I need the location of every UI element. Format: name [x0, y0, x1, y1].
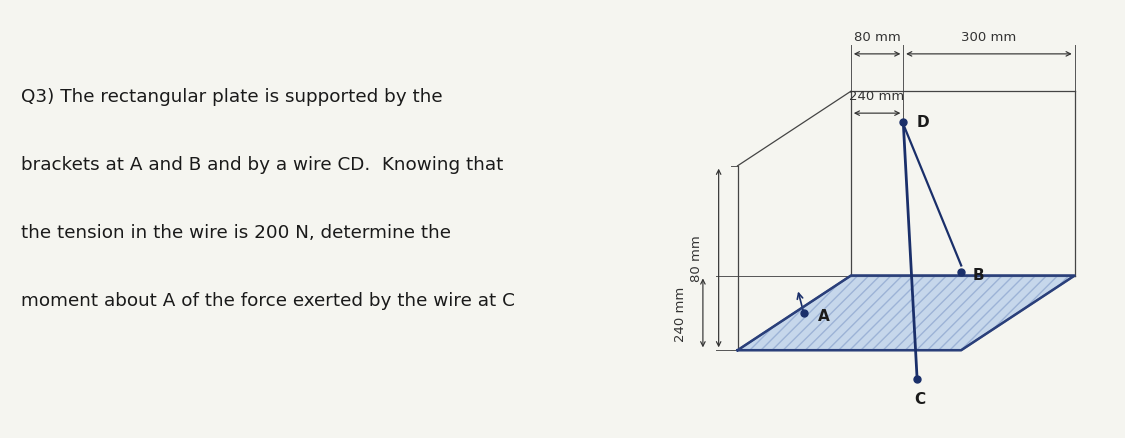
- Polygon shape: [738, 276, 1074, 350]
- Text: C: C: [915, 391, 926, 406]
- Text: 80 mm: 80 mm: [690, 235, 703, 282]
- Text: Q3) The rectangular plate is supported by the: Q3) The rectangular plate is supported b…: [21, 88, 443, 106]
- Text: 80 mm: 80 mm: [854, 31, 900, 44]
- Text: A: A: [818, 308, 829, 323]
- Text: 300 mm: 300 mm: [961, 31, 1017, 44]
- Text: D: D: [917, 115, 929, 130]
- Text: B: B: [972, 267, 984, 282]
- Text: brackets at A and B and by a wire CD.  Knowing that: brackets at A and B and by a wire CD. Kn…: [21, 155, 504, 173]
- Text: 240 mm: 240 mm: [849, 90, 904, 103]
- Text: the tension in the wire is 200 N, determine the: the tension in the wire is 200 N, determ…: [21, 223, 451, 241]
- Text: 240 mm: 240 mm: [674, 286, 687, 341]
- Text: moment about A of the force exerted by the wire at C: moment about A of the force exerted by t…: [21, 291, 515, 309]
